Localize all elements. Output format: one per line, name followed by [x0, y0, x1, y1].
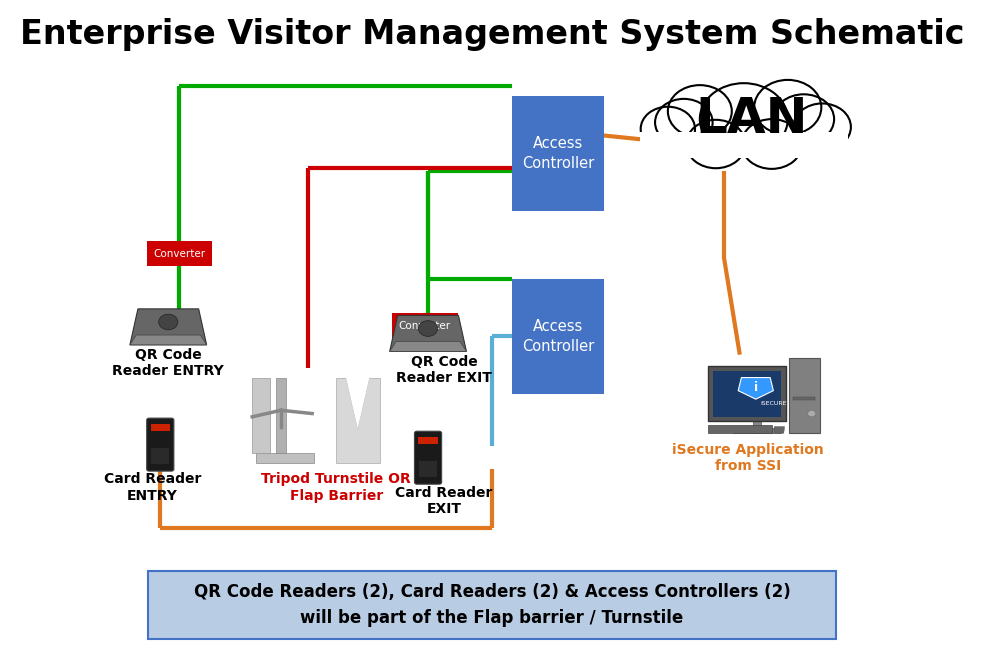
Text: i: i: [754, 381, 758, 394]
Polygon shape: [130, 309, 207, 345]
Text: iSECURE: iSECURE: [761, 401, 787, 405]
Bar: [252, 378, 270, 453]
Text: QR Code
Reader ENTRY: QR Code Reader ENTRY: [112, 348, 224, 378]
Text: Access
Controller: Access Controller: [522, 136, 594, 171]
Circle shape: [641, 106, 695, 151]
Text: Card Reader
ENTRY: Card Reader ENTRY: [103, 472, 201, 503]
Circle shape: [686, 120, 746, 168]
Text: QR Code Readers (2), Card Readers (2) & Access Controllers (2)
will be part of t: QR Code Readers (2), Card Readers (2) & …: [194, 583, 790, 627]
Circle shape: [793, 103, 851, 150]
Text: LAN: LAN: [696, 95, 808, 143]
Bar: [733, 428, 781, 433]
FancyBboxPatch shape: [392, 313, 458, 338]
FancyBboxPatch shape: [414, 431, 442, 484]
FancyBboxPatch shape: [418, 437, 438, 443]
FancyBboxPatch shape: [512, 279, 604, 394]
Circle shape: [741, 119, 802, 169]
Bar: [277, 378, 285, 453]
FancyBboxPatch shape: [149, 570, 835, 639]
FancyBboxPatch shape: [512, 97, 604, 211]
Bar: [256, 453, 314, 463]
FancyBboxPatch shape: [147, 418, 174, 471]
Circle shape: [754, 80, 822, 135]
Bar: [640, 132, 847, 158]
Bar: [707, 366, 786, 421]
Text: iSecure Application
from SSI: iSecure Application from SSI: [672, 443, 824, 473]
Circle shape: [418, 321, 438, 336]
FancyBboxPatch shape: [151, 424, 170, 430]
Bar: [337, 378, 380, 463]
Circle shape: [158, 314, 178, 330]
Circle shape: [808, 410, 816, 417]
Bar: [753, 420, 761, 433]
FancyBboxPatch shape: [147, 242, 213, 266]
Bar: [707, 425, 771, 433]
Bar: [789, 358, 820, 433]
Polygon shape: [345, 378, 370, 430]
Circle shape: [773, 95, 834, 144]
Circle shape: [700, 83, 788, 155]
Text: Enterprise Visitor Management System Schematic: Enterprise Visitor Management System Sch…: [20, 18, 964, 51]
Circle shape: [668, 85, 732, 137]
Polygon shape: [130, 335, 207, 345]
FancyBboxPatch shape: [419, 461, 437, 477]
Text: Access
Controller: Access Controller: [522, 319, 594, 354]
Text: Card Reader
EXIT: Card Reader EXIT: [396, 486, 493, 516]
Polygon shape: [774, 426, 784, 433]
FancyBboxPatch shape: [152, 447, 169, 464]
Text: Tripod Turnstile OR
Flap Barrier: Tripod Turnstile OR Flap Barrier: [262, 472, 411, 503]
Text: Converter: Converter: [154, 249, 206, 259]
Polygon shape: [390, 315, 466, 351]
Circle shape: [655, 99, 712, 146]
Text: QR Code
Reader EXIT: QR Code Reader EXIT: [397, 355, 492, 385]
Text: Converter: Converter: [399, 321, 451, 331]
Bar: [792, 397, 815, 401]
Bar: [712, 371, 781, 417]
Polygon shape: [738, 378, 773, 399]
Polygon shape: [390, 342, 466, 351]
